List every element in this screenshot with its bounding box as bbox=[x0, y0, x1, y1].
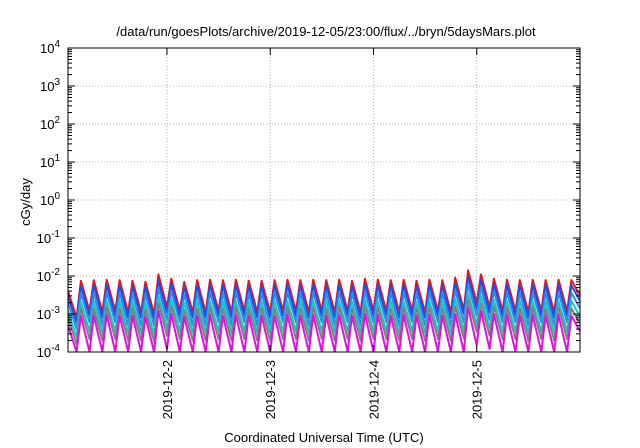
ticks bbox=[68, 47, 580, 353]
y-tick-exponent: -4 bbox=[51, 343, 60, 354]
y-tick-base: 10 bbox=[37, 269, 51, 284]
y-tick-base: 10 bbox=[40, 193, 54, 208]
y-tick-base: 10 bbox=[37, 231, 51, 246]
y-tick-base: 10 bbox=[37, 345, 51, 360]
y-tick-exponent: 4 bbox=[54, 39, 60, 50]
y-tick-exponent: -2 bbox=[51, 267, 60, 278]
x-tick-label: 2019-12-2 bbox=[160, 360, 175, 419]
series-line bbox=[68, 306, 580, 352]
y-tick-label: 101 bbox=[40, 153, 60, 170]
y-tick-exponent: -3 bbox=[51, 305, 60, 316]
y-tick-base: 10 bbox=[40, 117, 54, 132]
x-axis-label: Coordinated Universal Time (UTC) bbox=[224, 430, 423, 445]
chart-title: /data/run/goesPlots/archive/2019-12-05/2… bbox=[116, 24, 536, 39]
y-tick-exponent: 2 bbox=[54, 115, 60, 126]
y-tick-label: 10-4 bbox=[37, 343, 61, 360]
y-tick-exponent: -1 bbox=[51, 229, 60, 240]
x-tick-label: 2019-12-4 bbox=[366, 360, 381, 419]
y-tick-exponent: 3 bbox=[54, 77, 60, 88]
series-line bbox=[68, 298, 580, 346]
y-tick-label: 10-3 bbox=[37, 305, 61, 322]
x-tick-label: 2019-12-5 bbox=[470, 360, 485, 419]
x-tick-labels: 2019-12-2 2019-12-3 2019-12-4 2019-12-5 bbox=[160, 360, 485, 419]
y-tick-label: 10-2 bbox=[37, 267, 61, 284]
y-tick-base: 10 bbox=[40, 79, 54, 94]
series-layer bbox=[68, 269, 580, 352]
y-tick-base: 10 bbox=[37, 307, 51, 322]
y-tick-exponent: 1 bbox=[54, 153, 60, 164]
y-tick-label: 100 bbox=[40, 191, 60, 208]
y-tick-label: 104 bbox=[40, 39, 60, 56]
y-tick-base: 10 bbox=[40, 155, 54, 170]
y-tick-label: 102 bbox=[40, 115, 60, 132]
y-tick-base: 10 bbox=[40, 41, 54, 56]
y-axis-label: cGy/day bbox=[18, 178, 33, 226]
y-tick-exponent: 0 bbox=[54, 191, 60, 202]
x-tick-label: 2019-12-3 bbox=[263, 360, 278, 419]
y-tick-label: 103 bbox=[40, 77, 60, 94]
y-tick-label: 10-1 bbox=[37, 229, 61, 246]
